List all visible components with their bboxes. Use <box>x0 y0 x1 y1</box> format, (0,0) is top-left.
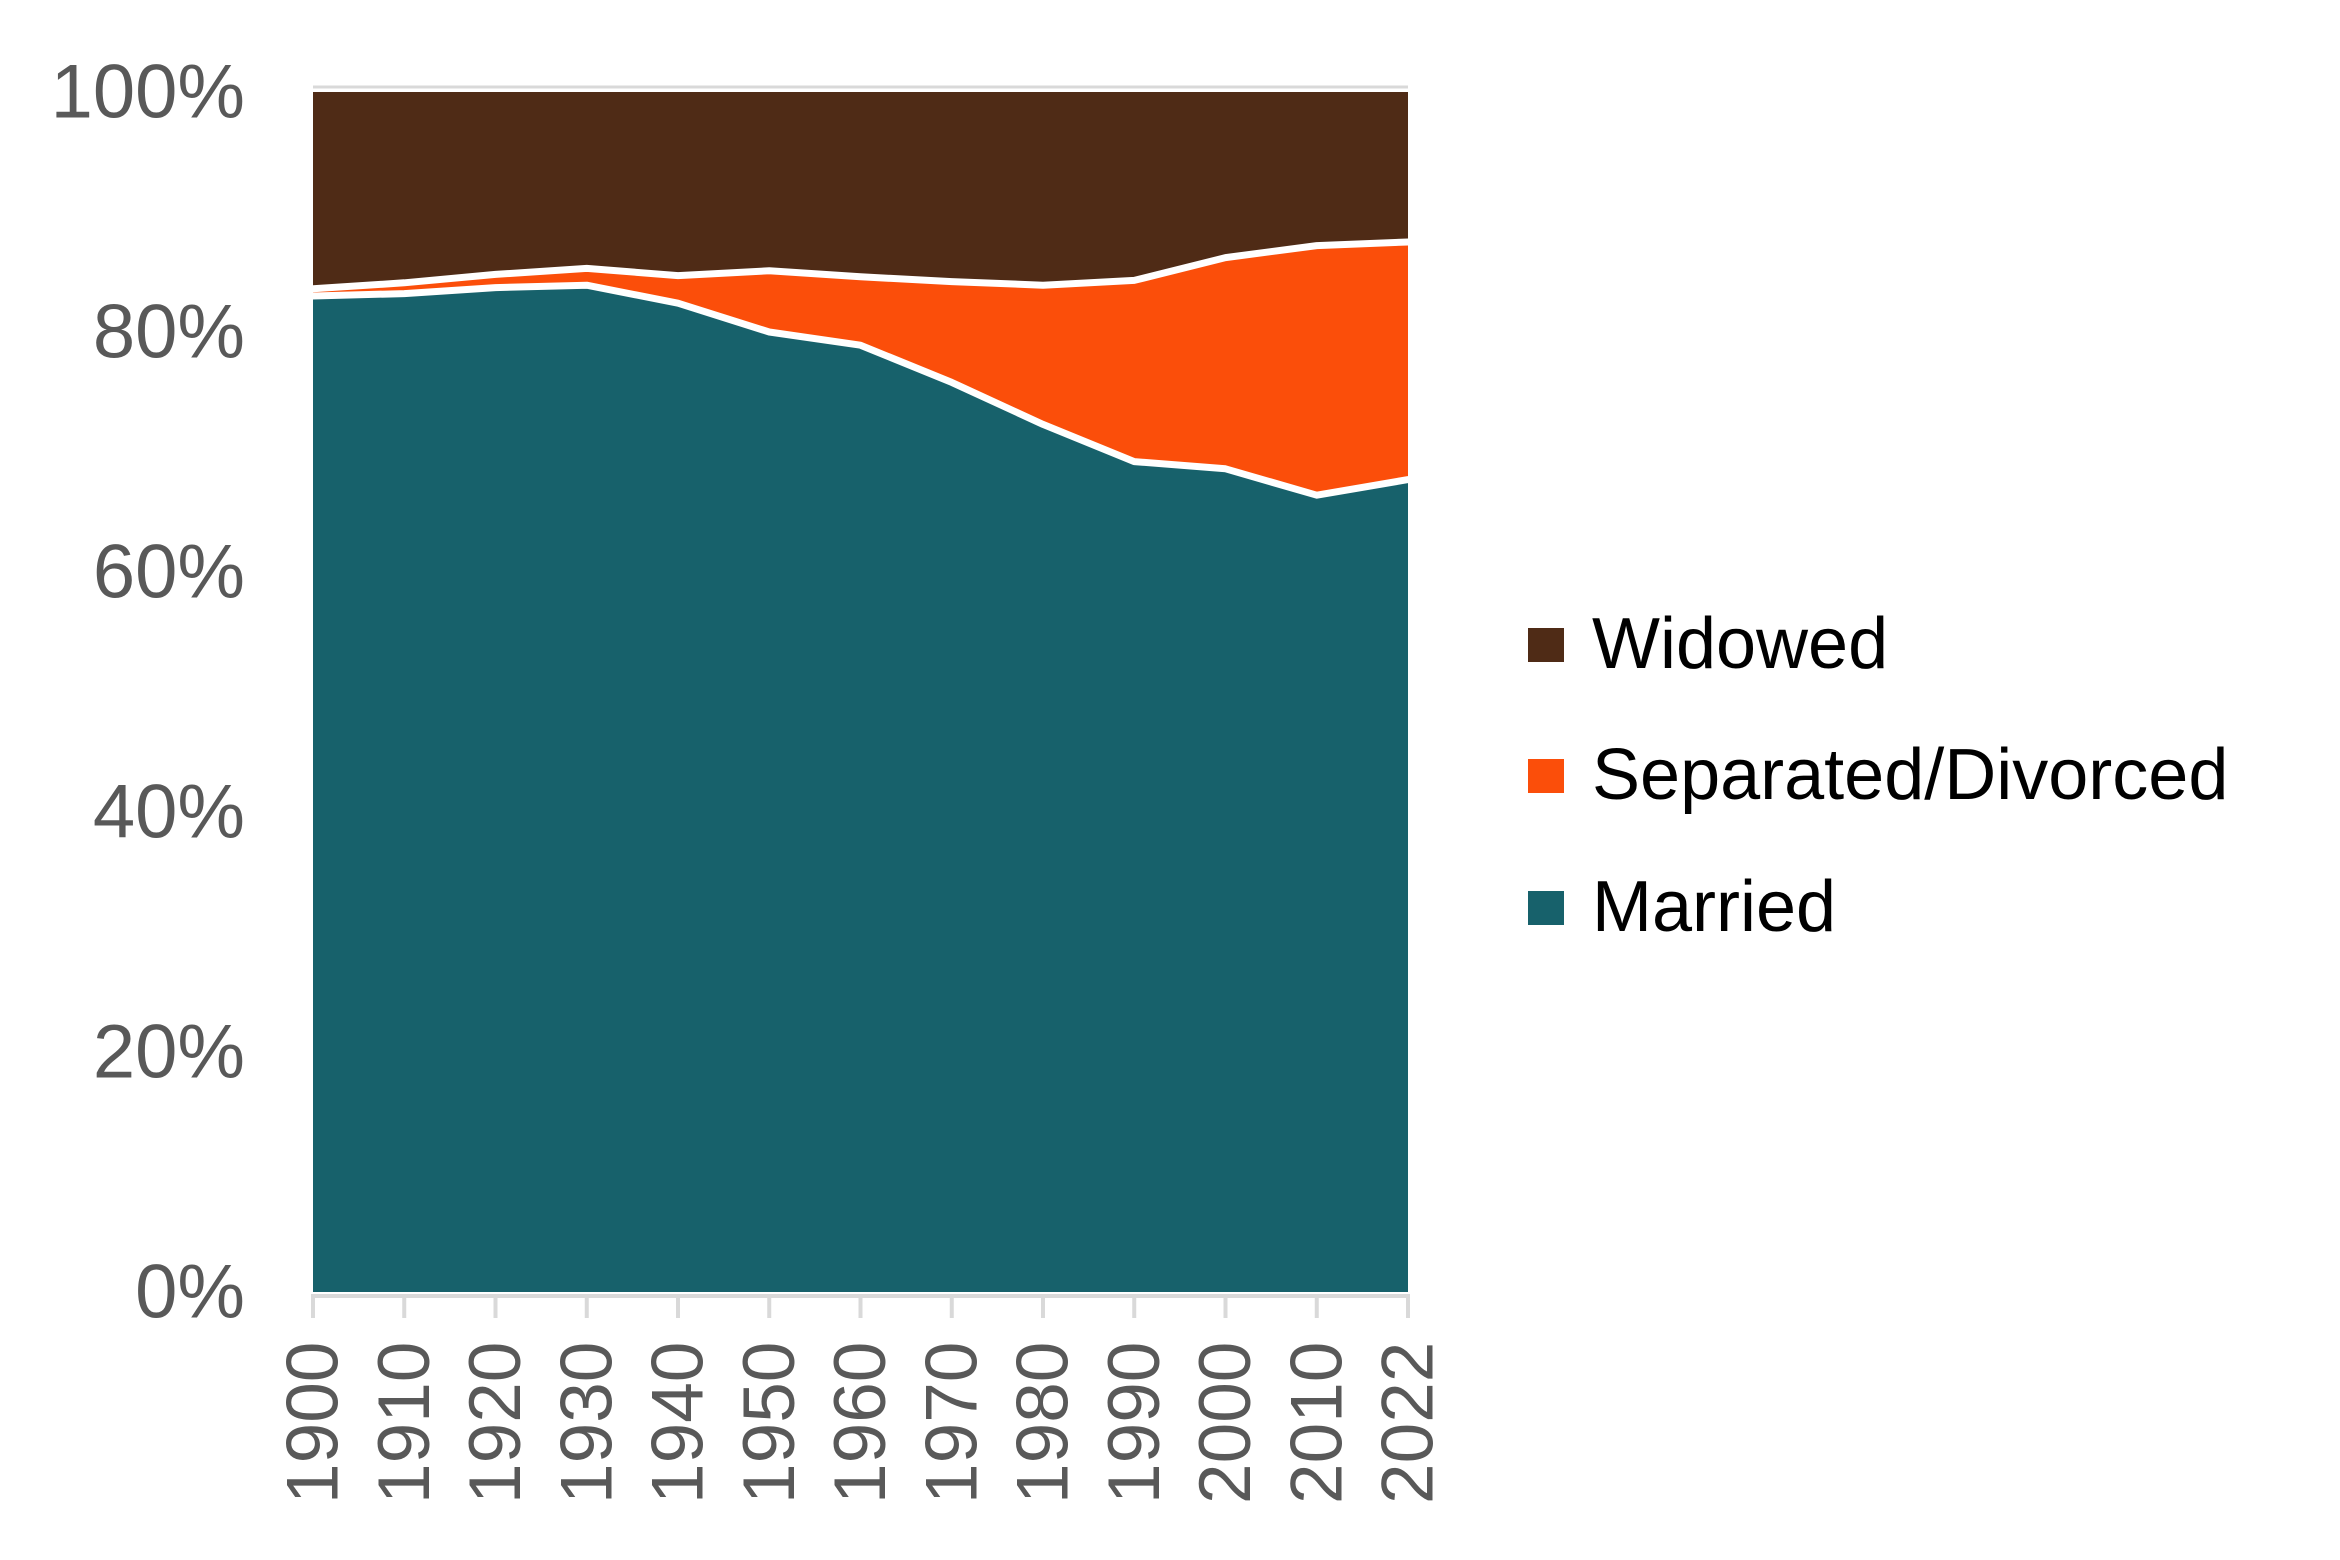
legend-label-widowed: Widowed <box>1592 604 1889 684</box>
legend-item-separated-divorced: Separated/Divorced <box>1528 735 2229 816</box>
legend-swatch-married-icon <box>1528 890 1564 925</box>
boundary-separated-divorced-top <box>309 238 1412 293</box>
y-axis-tick-label: 80% <box>93 290 245 375</box>
area-separated-divorced <box>313 242 1408 496</box>
x-axis-tick-label: 1900 <box>273 1342 354 1504</box>
y-axis-tick-label: 100% <box>51 50 245 135</box>
area-married <box>313 285 1408 1292</box>
area-widowed <box>313 92 1408 289</box>
chart-legend: Widowed Separated/Divorced Married <box>1528 604 2229 947</box>
x-axis-tick-label: 1920 <box>455 1342 536 1504</box>
x-axis-tick-label: 1950 <box>729 1342 810 1504</box>
x-axis-tick-label: 2010 <box>1276 1342 1357 1504</box>
x-axis-tick-label: 1910 <box>364 1342 445 1504</box>
y-axis-tick-label: 20% <box>93 1010 245 1095</box>
x-axis-tick-label: 2000 <box>1185 1342 1266 1504</box>
y-axis-tick-label: 40% <box>93 770 245 855</box>
legend-item-widowed: Widowed <box>1528 604 2228 684</box>
legend-swatch-widowed-icon <box>1528 627 1564 662</box>
x-axis-tick-label: 1970 <box>911 1342 992 1504</box>
x-axis-tick-label: 1980 <box>1003 1342 1084 1504</box>
boundary-married-top <box>309 281 1412 499</box>
x-axis-tick-label: 1990 <box>1094 1342 1175 1504</box>
legend-item-married: Married <box>1528 866 2228 947</box>
legend-label-separated-divorced: Separated/Divorced <box>1592 735 2229 816</box>
legend-swatch-separated-divorced-icon <box>1528 759 1564 794</box>
x-axis-tick-label: 1940 <box>638 1342 719 1504</box>
y-axis-tick-label: 0% <box>135 1250 245 1335</box>
x-axis-tick-label: 1960 <box>820 1342 901 1504</box>
y-axis-tick-label: 60% <box>93 530 245 615</box>
legend-label-married: Married <box>1592 866 1837 947</box>
x-axis-tick-label: 1930 <box>546 1342 627 1504</box>
x-axis-tick-label: 2022 <box>1368 1342 1449 1504</box>
